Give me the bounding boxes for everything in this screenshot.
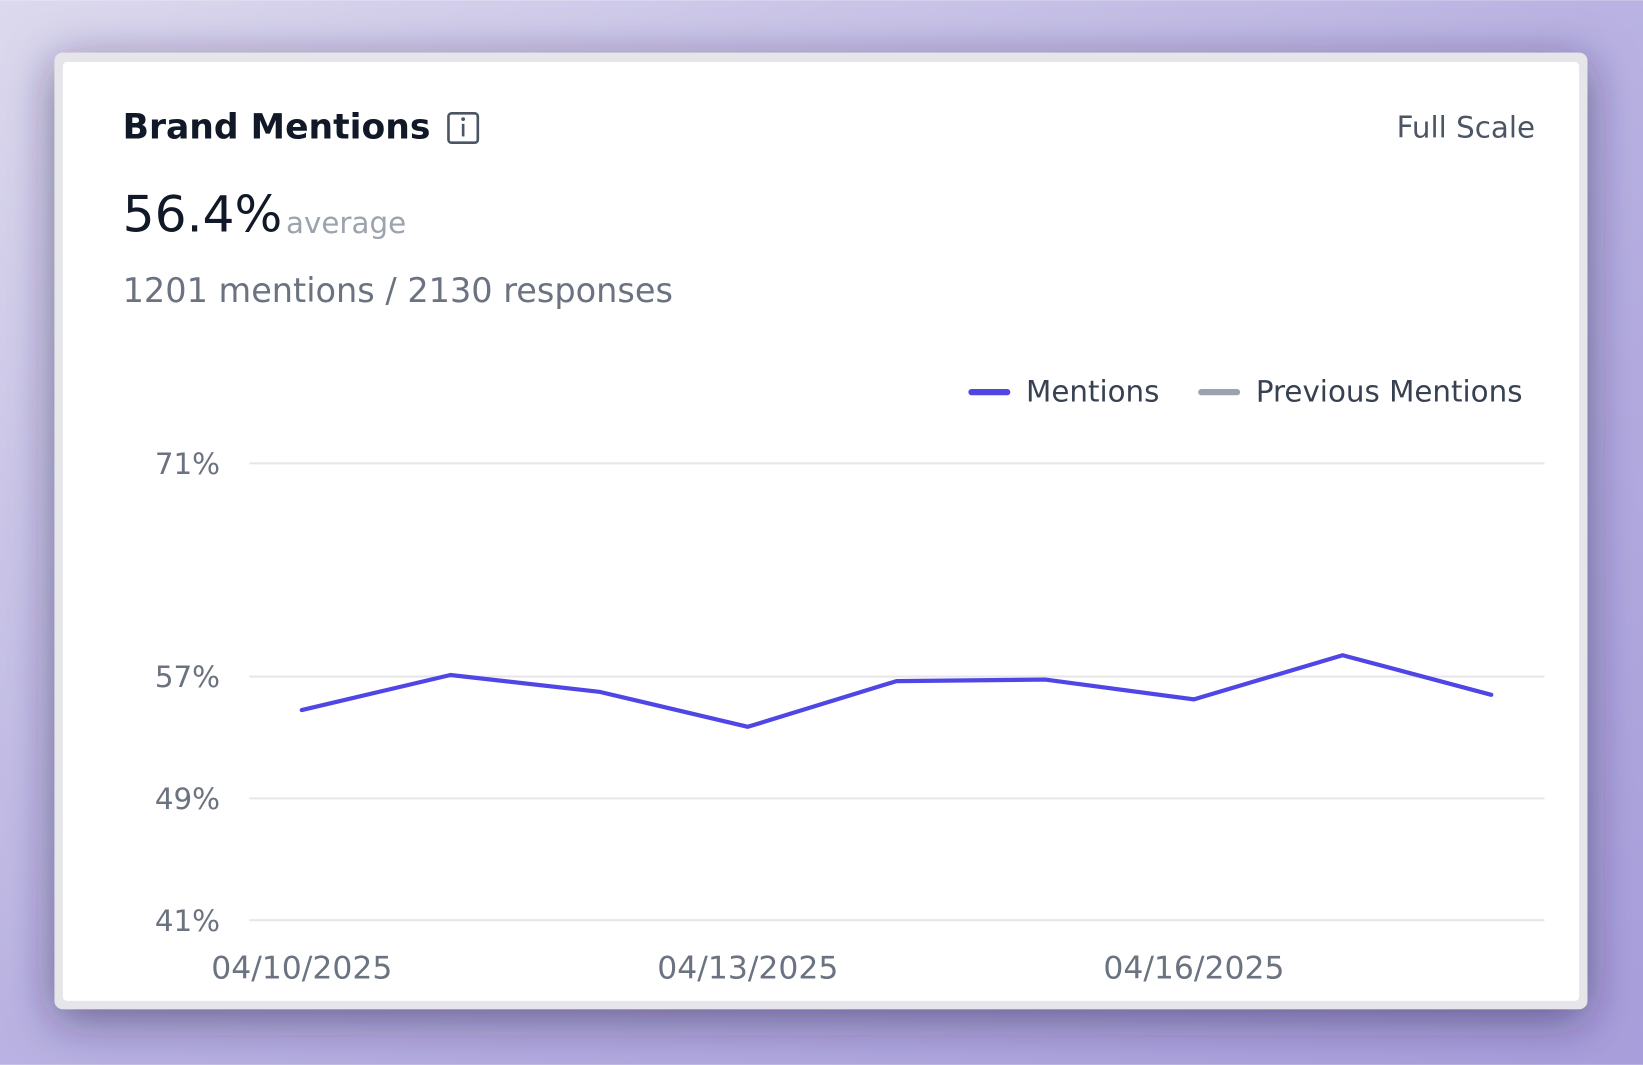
legend-label: Mentions bbox=[1026, 375, 1159, 409]
full-scale-button[interactable]: Full Scale bbox=[1397, 111, 1535, 145]
card-title: Brand Mentions bbox=[123, 108, 431, 148]
metric-value: 56.4% bbox=[123, 185, 283, 244]
card bbox=[62, 62, 1580, 1001]
y-tick-label: 41% bbox=[155, 904, 220, 938]
metric-detail: 1201 mentions / 2130 responses bbox=[123, 271, 673, 310]
y-tick-label: 71% bbox=[155, 447, 220, 481]
info-icon[interactable] bbox=[447, 112, 480, 145]
series-line bbox=[299, 653, 1494, 729]
y-tick-label: 49% bbox=[155, 782, 220, 816]
metric-caption: average bbox=[286, 206, 406, 240]
x-tick-label: 04/13/2025 bbox=[657, 950, 838, 986]
x-tick-label: 04/10/2025 bbox=[211, 950, 392, 986]
legend-label: Previous Mentions bbox=[1256, 375, 1523, 409]
chart: 41% 49% 57% 71% 04/10/2025 04/13/2025 04/16/20… bbox=[155, 375, 1545, 986]
y-tick-label: 57% bbox=[155, 660, 220, 694]
x-tick-label: 04/16/2025 bbox=[1103, 950, 1284, 986]
